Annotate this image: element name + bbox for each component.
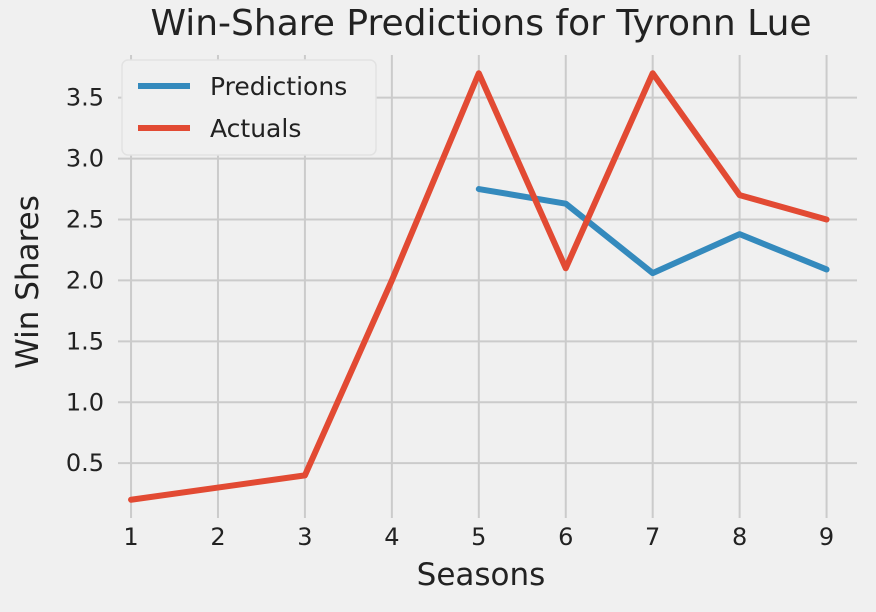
x-tick-label: 3 <box>297 523 312 551</box>
y-axis-label: Win Shares <box>10 195 46 369</box>
y-tick-label: 2.5 <box>66 205 104 233</box>
legend-label: Actuals <box>210 114 301 143</box>
x-tick-label: 9 <box>819 523 834 551</box>
x-tick-label: 2 <box>210 523 225 551</box>
y-tick-label: 1.5 <box>66 327 104 355</box>
x-tick-label: 6 <box>558 523 573 551</box>
series-line-actuals <box>128 70 830 503</box>
x-tick-label: 1 <box>123 523 138 551</box>
legend-label: Predictions <box>210 72 347 101</box>
y-tick-label: 3.0 <box>66 145 104 173</box>
x-tick-label: 7 <box>645 523 660 551</box>
x-tick-label: 8 <box>732 523 747 551</box>
y-tick-label: 1.0 <box>66 388 104 416</box>
series-lines <box>128 70 830 503</box>
grid <box>118 55 857 518</box>
y-tick-label: 0.5 <box>66 449 104 477</box>
y-tick-label: 2.0 <box>66 266 104 294</box>
x-axis-label: Seasons <box>417 557 546 593</box>
y-tick-labels: 0.5 1.0 1.5 2.0 2.5 3.0 3.5 <box>66 84 104 478</box>
x-tick-labels: 1 2 3 4 5 6 7 8 9 <box>123 523 834 551</box>
x-tick-label: 4 <box>384 523 399 551</box>
x-tick-label: 5 <box>471 523 486 551</box>
y-tick-label: 3.5 <box>66 84 104 112</box>
chart-title: Win-Share Predictions for Tyronn Lue <box>150 3 811 44</box>
legend: Predictions Actuals <box>121 59 377 156</box>
